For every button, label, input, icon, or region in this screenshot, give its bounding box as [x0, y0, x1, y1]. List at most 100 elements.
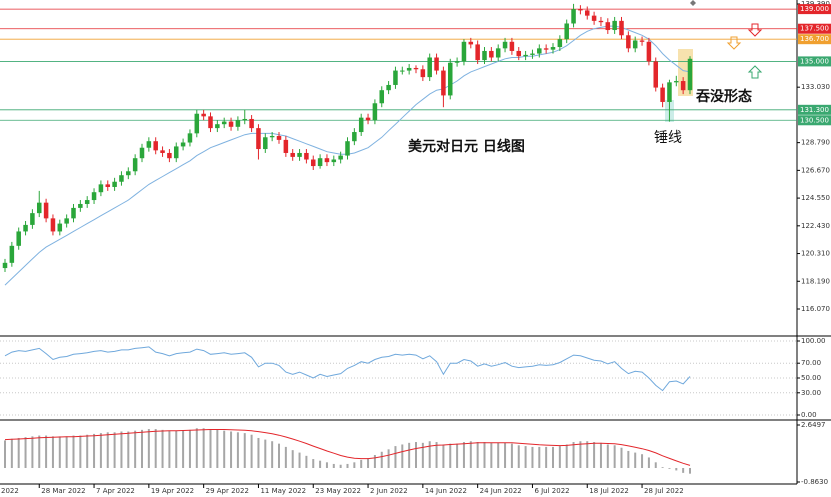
candle-body: [434, 57, 439, 71]
macd-bar: [606, 444, 609, 468]
candle-body: [393, 70, 398, 85]
candle-body: [379, 90, 385, 104]
candle-body: [365, 117, 371, 121]
level-label-bg: [798, 34, 831, 45]
y-tick-label: 139.390: [801, 0, 830, 8]
annotation: 吞没形态: [696, 88, 752, 105]
candle-body: [571, 9, 576, 24]
candle-body: [180, 142, 186, 147]
x-tick-label: 29 Apr 2022: [206, 487, 249, 495]
candle-body: [105, 184, 111, 187]
macd-bar: [593, 442, 596, 468]
y-tick-label: 120.310: [801, 250, 830, 258]
macd-bar: [449, 443, 452, 468]
macd-bar: [72, 435, 75, 468]
macd-bar: [599, 442, 602, 468]
signal-line: [4, 429, 691, 466]
candle-body: [146, 141, 152, 148]
macd-bar: [689, 467, 692, 474]
candle-body: [454, 61, 460, 63]
candle-body: [208, 116, 213, 129]
down-arrow: [747, 23, 763, 37]
macd-bar: [634, 452, 637, 468]
candle-body: [509, 41, 515, 51]
candle-body: [71, 207, 76, 219]
macd-bar: [435, 442, 438, 468]
macd-bar: [134, 430, 137, 468]
macd-bar: [654, 462, 657, 468]
macd-bar: [565, 444, 568, 468]
macd-bar: [312, 459, 315, 468]
macd-bar: [93, 433, 96, 468]
candle-body: [584, 10, 590, 16]
macd-bar: [661, 467, 664, 468]
macd-bar: [627, 450, 630, 468]
candle-body: [427, 57, 432, 78]
macd-bar: [524, 446, 527, 468]
candle-body: [667, 82, 672, 102]
macd-bar: [483, 442, 486, 468]
candle-body: [201, 113, 206, 117]
macd-bar: [517, 445, 520, 468]
macd-bar: [4, 440, 7, 468]
candle-body: [489, 50, 494, 58]
candle-body: [530, 53, 535, 55]
candle-body: [626, 35, 631, 49]
level-label: 137.500: [800, 25, 829, 33]
macd-bar: [250, 434, 253, 468]
macd-bar: [223, 430, 226, 468]
macd-bar: [490, 442, 493, 468]
macd-bar: [668, 467, 671, 469]
candle-body: [50, 218, 56, 232]
macd-bar: [545, 446, 548, 468]
macd-bar: [188, 429, 191, 468]
candle-body: [447, 62, 453, 96]
x-tick-label: 23 May 2022: [315, 487, 361, 495]
macd-bar: [113, 432, 116, 468]
macd-bar: [469, 441, 472, 468]
macd-bar: [531, 446, 534, 468]
macd-bar: [45, 435, 48, 468]
macd-bar: [586, 441, 589, 468]
macd-bar: [305, 455, 308, 468]
candle-body: [283, 139, 289, 153]
candle-body: [386, 84, 391, 91]
candle-body: [228, 121, 234, 127]
macd-bar: [360, 459, 363, 468]
candle-body: [420, 69, 426, 78]
candle-body: [523, 54, 528, 57]
macd-bar: [387, 449, 390, 468]
macd-bar: [291, 450, 294, 468]
candle-body: [16, 231, 21, 246]
candle-body: [112, 181, 117, 187]
candle-body: [84, 200, 90, 204]
macd-bar: [236, 432, 239, 468]
macd-bar: [120, 431, 123, 468]
x-tick-label: 11 May 2022: [260, 487, 306, 495]
macd-bar: [325, 462, 328, 468]
candle-body: [619, 20, 624, 36]
macd-bar: [298, 452, 301, 468]
macd-bar: [127, 431, 130, 468]
macd-bar: [17, 437, 20, 468]
candle-body: [413, 67, 419, 70]
macd-bar: [579, 441, 582, 468]
candle-body: [598, 20, 604, 23]
macd-bar: [161, 429, 164, 468]
candle-body: [468, 41, 474, 45]
x-tick-label: 28 Jul 2022: [644, 487, 684, 495]
candle-body: [578, 9, 583, 11]
annotation: 锤线: [654, 130, 682, 146]
macd-bar: [620, 447, 623, 468]
candle-body: [91, 192, 97, 201]
macd-bar: [216, 429, 219, 468]
macd-bar: [10, 438, 13, 468]
candle-body: [194, 113, 200, 134]
macd-bar: [31, 436, 34, 468]
object-icon: [690, 0, 696, 6]
x-tick-label: 2 Jun 2022: [370, 487, 408, 495]
macd-bar: [675, 467, 678, 471]
